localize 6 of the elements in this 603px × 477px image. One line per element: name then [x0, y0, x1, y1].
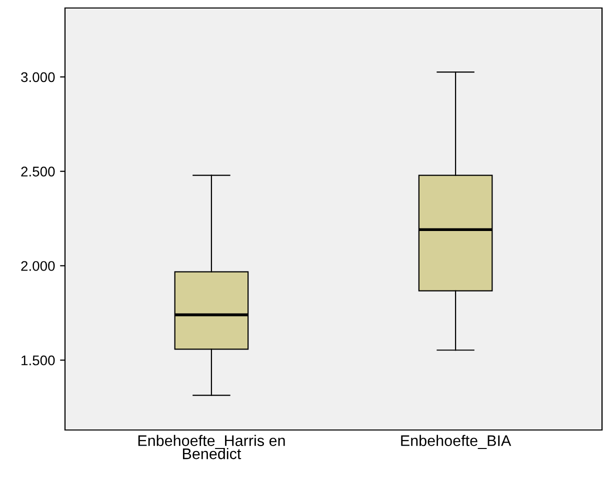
y-tick-label: 2.000 — [21, 261, 55, 271]
x-tick-label: Enbehoefte_BIA — [401, 434, 512, 449]
y-tick-label: 2.500 — [21, 166, 55, 176]
x-tick-label: Enbehoefte_Harris en Benedict — [138, 434, 285, 460]
y-tick-label: 1.500 — [22, 355, 55, 366]
y-tick-label: 3.000 — [21, 72, 55, 82]
